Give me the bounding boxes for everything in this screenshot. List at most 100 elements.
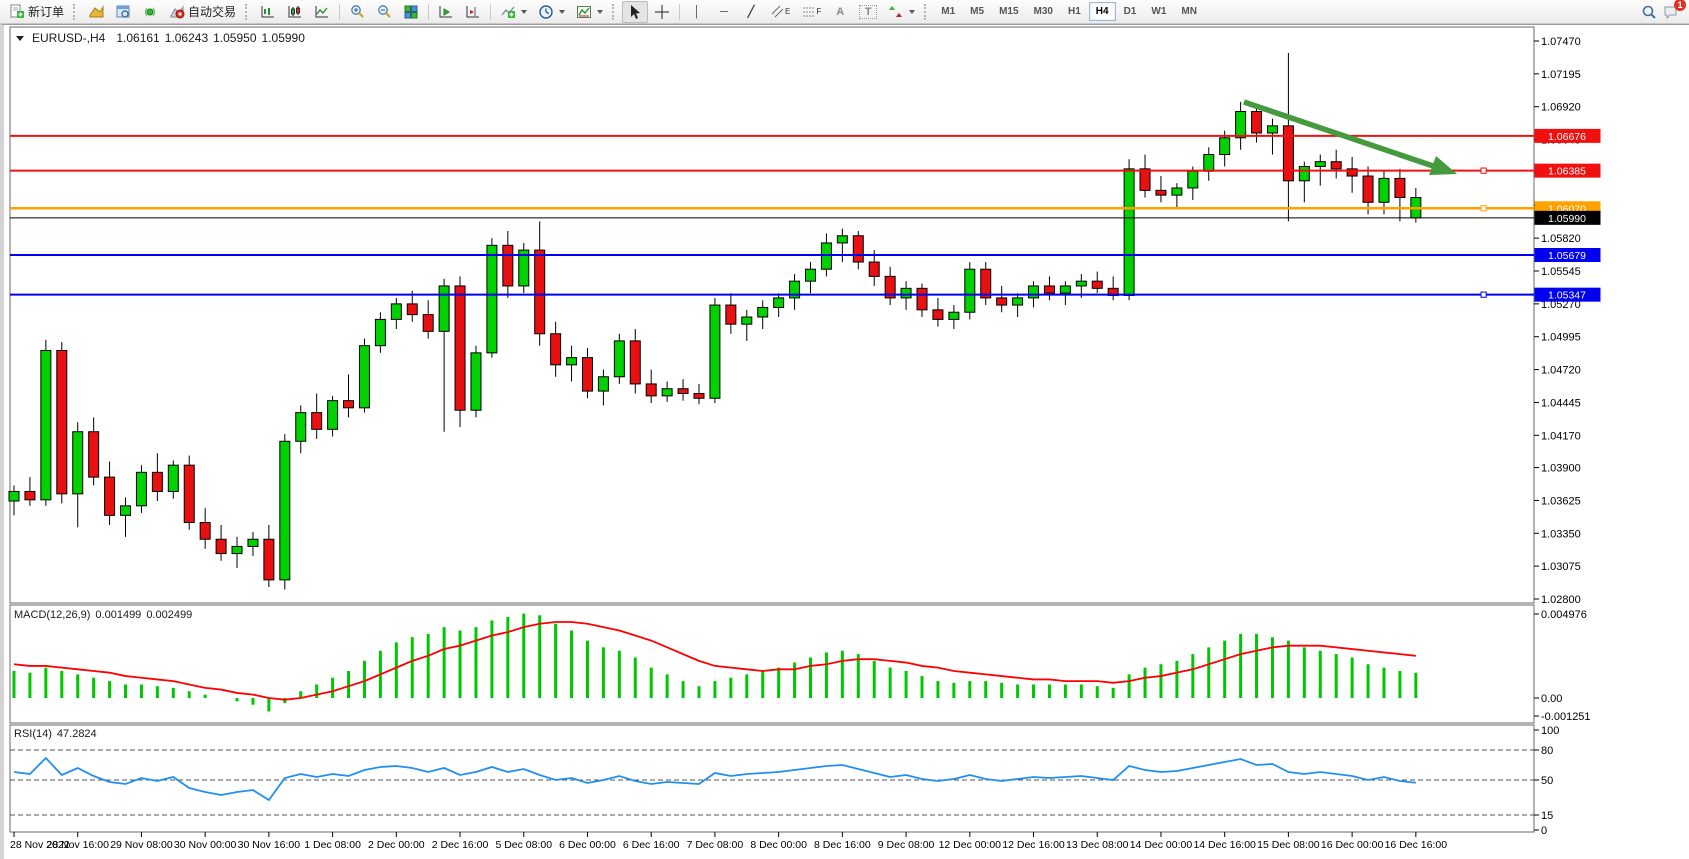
tf-m30-button[interactable]: M30 <box>1033 6 1053 17</box>
time-label: 2 Dec 00:00 <box>368 839 425 851</box>
macd-label: MACD(12,26,9) 0.001499 0.002499 <box>14 609 192 621</box>
time-label: 9 Dec 08:00 <box>878 839 935 851</box>
bull-candle <box>1028 285 1040 299</box>
svg-text:1.06676: 1.06676 <box>1548 131 1586 143</box>
tf-m1-button[interactable]: M1 <box>941 6 956 17</box>
bull-candle <box>1123 168 1135 297</box>
bear-candle <box>852 235 864 263</box>
periods-button[interactable] <box>533 1 570 23</box>
vline-tool-button[interactable]: │ <box>684 3 710 21</box>
bear-candle <box>454 285 466 411</box>
channel-tool-button[interactable]: E <box>765 1 795 23</box>
svg-text:0.004976: 0.004976 <box>1541 609 1587 621</box>
indicators-button[interactable] <box>495 1 532 23</box>
svg-text:1.03350: 1.03350 <box>1541 528 1581 540</box>
time-label: 15 Dec 08:00 <box>1257 839 1320 851</box>
bear-candle <box>581 357 593 392</box>
toolbar-separator <box>490 3 492 20</box>
text-icon: A <box>836 5 845 18</box>
vline-icon: │ <box>693 5 701 18</box>
rsi-value: 47.2824 <box>56 728 97 740</box>
fibonacci-icon <box>803 7 815 16</box>
time-label: 12 Dec 00:00 <box>939 839 1002 851</box>
history-center-button[interactable] <box>83 1 109 23</box>
market-watch-button[interactable] <box>110 1 136 23</box>
time-label: 14 Dec 00:00 <box>1130 839 1193 851</box>
bear-candle <box>56 349 68 495</box>
zoom-in-button[interactable] <box>344 1 370 23</box>
text-tool-button[interactable]: A <box>827 3 853 21</box>
signal-icon <box>144 7 156 16</box>
signals-button[interactable] <box>137 1 163 23</box>
crosshair-icon <box>655 4 670 19</box>
bull-candle <box>820 242 832 270</box>
svg-text:1.06920: 1.06920 <box>1541 102 1581 114</box>
bear-candle <box>502 244 514 287</box>
tf-mn-button[interactable]: MN <box>1181 6 1197 17</box>
chart-title: EURUSD-,H4 1.06161 1.06243 1.05950 1.059… <box>16 31 305 45</box>
bear-candle <box>1394 177 1406 199</box>
trendline-tool-button[interactable]: ╱ <box>738 2 764 21</box>
new-order-button[interactable]: 新订单 <box>4 0 69 23</box>
bull-candle <box>566 357 578 366</box>
time-label: 28 Nov 2022 <box>10 839 70 851</box>
bull-candle <box>948 311 960 320</box>
chart-line-button[interactable] <box>309 1 335 23</box>
bear-candle <box>422 314 434 332</box>
bull-candle <box>1219 137 1231 156</box>
auto-scroll-button[interactable] <box>433 1 459 23</box>
trend-arrow-annotation[interactable] <box>1243 99 1457 175</box>
bear-candle <box>916 287 928 311</box>
price-tag <box>1534 247 1601 262</box>
level-lines[interactable]: 1.066761.063851.060701.059901.056791.053… <box>10 128 1601 302</box>
crosshair-tool-button[interactable] <box>649 1 675 23</box>
bull-candle <box>661 388 673 397</box>
hline-tool-button[interactable]: ─ <box>711 3 737 21</box>
tf-h1-button[interactable]: H1 <box>1067 6 1081 17</box>
bear-candle <box>406 303 418 316</box>
tf-m5-button[interactable]: M5 <box>970 6 985 17</box>
price-tag <box>1534 287 1601 302</box>
templates-button[interactable] <box>571 1 608 23</box>
bear-candle <box>199 522 211 540</box>
channel-letter: E <box>785 7 791 16</box>
candles-layer[interactable] <box>8 52 1422 590</box>
channel-icon <box>771 5 784 17</box>
zoom-out-button[interactable] <box>371 1 397 23</box>
svg-text:0.00: 0.00 <box>1541 693 1562 705</box>
chart-candles-button[interactable] <box>282 1 308 23</box>
tf-d1-button[interactable]: D1 <box>1123 6 1137 17</box>
bear-candle <box>311 412 323 430</box>
tile-windows-button[interactable] <box>398 1 424 23</box>
search-icon[interactable] <box>1641 4 1657 20</box>
collapse-icon[interactable] <box>16 35 24 41</box>
bull-candle <box>327 400 339 430</box>
bull-candle <box>597 376 609 392</box>
tf-w1-button[interactable]: W1 <box>1151 6 1167 17</box>
shapes-tool-button[interactable] <box>883 1 920 23</box>
fibonacci-tool-button[interactable]: F <box>796 1 826 23</box>
bull-candle <box>757 306 769 318</box>
label-tool-button[interactable]: T <box>854 2 882 22</box>
bear-candle <box>629 340 641 385</box>
bull-candle <box>279 440 291 581</box>
cursor-tool-button[interactable] <box>622 0 649 23</box>
tf-m15-button[interactable]: M15 <box>999 6 1019 17</box>
bear-candle <box>1346 168 1358 177</box>
notifications-button[interactable]: 1 <box>1663 0 1686 20</box>
bear-candle <box>980 268 992 299</box>
svg-text:0: 0 <box>1541 825 1547 837</box>
tf-h4-button[interactable]: H4 <box>1088 2 1116 21</box>
chart-canvas[interactable]: 1.074701.071951.069201.066451.063701.060… <box>4 25 1689 859</box>
bear-candle <box>1139 168 1151 191</box>
bear-candle <box>263 538 275 581</box>
macd-value-main: 0.001499 <box>95 609 142 621</box>
autotrade-button[interactable]: 自动交易 <box>164 0 241 23</box>
chart-bars-button[interactable] <box>255 1 281 23</box>
line-handle <box>1480 291 1487 298</box>
bull-candle <box>374 318 386 347</box>
chart-shift-button[interactable] <box>460 1 486 23</box>
trendline-icon: ╱ <box>747 6 755 18</box>
time-label: 5 Dec 08:00 <box>495 839 552 851</box>
